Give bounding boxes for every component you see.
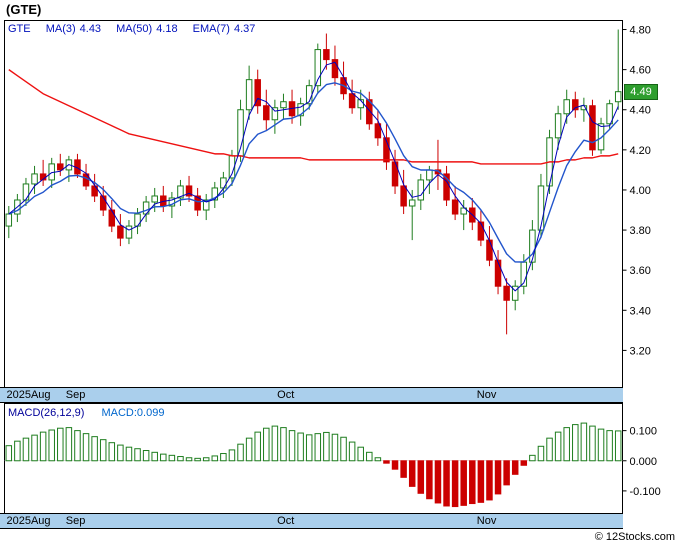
month-label-sep: Sep xyxy=(65,389,86,401)
month-label-nov: Nov xyxy=(476,515,497,527)
svg-text:3.20: 3.20 xyxy=(630,345,651,357)
svg-text:4.60: 4.60 xyxy=(630,65,651,77)
price-legend: GTE MA(3) 4.43 MA(50) 4.18 EMA(7) 4.37 xyxy=(8,23,267,35)
legend-ma3-value: 4.43 xyxy=(79,23,102,35)
date-axis-top: 2025Aug Sep Oct Nov xyxy=(0,387,623,403)
month-label-2025aug: 2025Aug xyxy=(6,389,51,401)
legend-ema7-label: EMA(7) xyxy=(192,23,230,35)
macd-current-value: MACD:0.099 xyxy=(101,407,165,419)
legend-ma3: MA(3) 4.43 xyxy=(46,23,101,35)
legend-ema7-value: 4.37 xyxy=(233,23,256,35)
legend-ma50-label: MA(50) xyxy=(116,23,153,35)
svg-text:4.00: 4.00 xyxy=(630,185,651,197)
legend-ma3-label: MA(3) xyxy=(45,23,76,35)
legend-ticker: GTE xyxy=(8,23,31,35)
month-label-sep: Sep xyxy=(65,515,86,527)
legend-ma50: MA(50) 4.18 xyxy=(116,23,177,35)
last-price-tag: 4.49 xyxy=(624,83,658,100)
svg-text:0.100: 0.100 xyxy=(630,426,658,438)
svg-text:4.20: 4.20 xyxy=(630,145,651,157)
svg-text:-0.100: -0.100 xyxy=(630,486,661,498)
month-label-2025aug: 2025Aug xyxy=(6,515,51,527)
legend-ma50-value: 4.18 xyxy=(156,23,178,35)
svg-text:3.60: 3.60 xyxy=(630,265,651,277)
copyright: © 12Stocks.com xyxy=(594,531,675,543)
macd-label: MACD(26,12,9) xyxy=(8,407,85,419)
page-title: (GTE) xyxy=(6,2,42,17)
svg-text:4.80: 4.80 xyxy=(630,25,651,37)
svg-text:3.40: 3.40 xyxy=(630,305,651,317)
svg-text:4.40: 4.40 xyxy=(630,105,651,117)
svg-text:0.000: 0.000 xyxy=(630,456,658,468)
svg-text:3.80: 3.80 xyxy=(630,225,651,237)
month-label-oct: Oct xyxy=(277,389,295,401)
legend-ema7: EMA(7) 4.37 xyxy=(193,23,256,35)
month-label-oct: Oct xyxy=(277,515,295,527)
macd-legend: MACD(26,12,9) MACD:0.099 xyxy=(8,407,164,419)
date-axis-bottom: 2025Aug Sep Oct Nov xyxy=(0,513,623,529)
month-label-nov: Nov xyxy=(476,389,497,401)
